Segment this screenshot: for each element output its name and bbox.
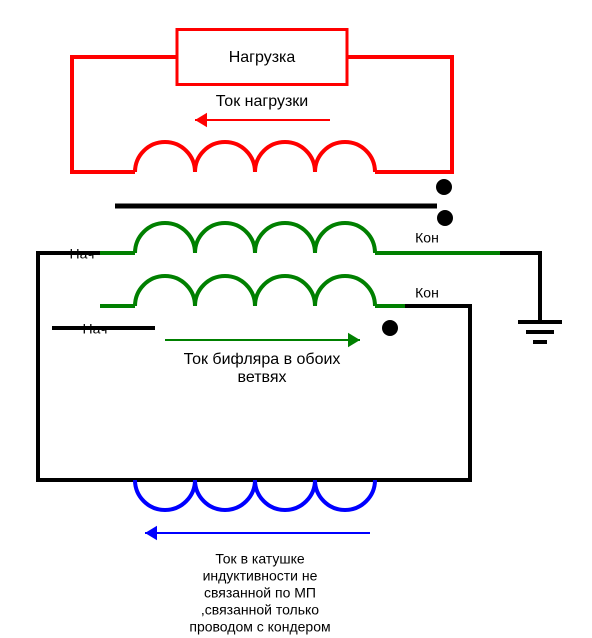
blue-label-4: проводом с кондером xyxy=(189,619,330,635)
red-wire-left xyxy=(72,57,177,172)
red-wire-right xyxy=(347,57,452,172)
bifilar-label-2: ветвях xyxy=(238,369,287,386)
green-lower-end-label: Кон xyxy=(415,285,439,301)
bifilar-label-1: Ток бифляра в обоих xyxy=(184,351,341,368)
load-current-label: Ток нагрузки xyxy=(216,93,308,110)
blue-label-1: индуктивности не xyxy=(203,568,318,584)
blue-label-3: ,связанной только xyxy=(201,602,319,618)
load-current-arrow xyxy=(195,113,330,127)
green-upper-dot xyxy=(437,210,453,226)
bifilar-arrow xyxy=(165,333,360,347)
red-coil xyxy=(135,142,375,172)
blue-label-2: связанной по МП xyxy=(204,585,316,601)
red-coil-dot xyxy=(436,179,452,195)
blue-arrow xyxy=(145,526,370,540)
green-lower-dot xyxy=(382,320,398,336)
load-box-label: Нагрузка xyxy=(229,49,296,66)
green-lower-coil xyxy=(135,276,375,306)
green-upper-end-label: Кон xyxy=(415,230,439,246)
blue-label-0: Ток в катушке xyxy=(215,551,305,567)
ground-drop xyxy=(500,253,540,322)
blue-coil xyxy=(135,480,375,510)
green-upper-coil xyxy=(135,223,375,253)
